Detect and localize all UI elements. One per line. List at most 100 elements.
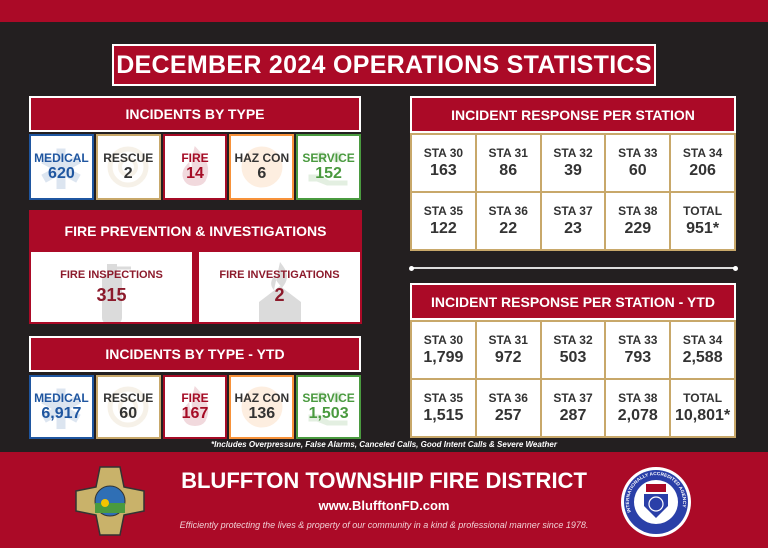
station-cell: STA 34 2,588 [671,322,734,378]
station-label: STA 37 [553,204,593,218]
house-fire-icon [258,262,301,322]
station-cell: STA 37 23 [541,193,605,249]
card-value: 60 [119,405,138,422]
station-label: STA 31 [488,146,528,160]
station-cell: STA 30 1,799 [412,322,475,378]
card-label: MEDICAL [34,151,89,165]
prevention-header: FIRE PREVENTION & INVESTIGATIONS [29,210,362,252]
station-label: STA 30 [423,333,464,347]
station-value: 2,078 [617,407,658,424]
station-cell: STA 32 39 [541,135,605,191]
website-link[interactable]: www.BlufftonFD.com [318,498,450,513]
radiation-icon [241,386,283,428]
fire-card: FIRE 14 [162,134,228,200]
fire-extinguisher-icon [101,264,131,322]
helping-hand-icon [308,391,348,426]
station-label: STA 33 [618,333,658,347]
flame-icon [182,386,209,426]
station-value: 86 [499,162,518,179]
btfd-badge-logo [75,466,145,536]
footnote: *Includes Overpressure, False Alarms, Ca… [211,440,557,449]
org-name: BLUFFTON TOWNSHIP FIRE DISTRICT [181,468,587,493]
rescue-rope-icon [107,386,149,428]
station-value: 1,515 [423,407,464,424]
station-cell: STA 32 503 [541,322,605,378]
radiation-icon [241,146,283,188]
card-label: HAZ CON [234,391,290,405]
card-label: RESCUE [103,391,154,405]
page-title: DECEMBER 2024 OPERATIONS STATISTICS [112,44,656,86]
card-label: SERVICE [302,391,355,405]
stations-ytd-grid: STA 30 1,799 STA 31 972 STA 32 503 STA 33 793 ST… [410,320,736,438]
station-label: STA 33 [618,146,658,160]
station-cell: STA 37 287 [541,380,605,436]
station-label: STA 38 [618,391,658,405]
card-label: RESCUE [103,151,154,165]
stations-grid: STA 30 163 STA 31 86 STA 32 39 STA 33 60 STA 34 2… [410,133,736,251]
stations-header: INCIDENT RESPONSE PER STATION [410,96,736,133]
cfai-accreditation-badge: INTERNATIONALLY ACCREDITED AGENCY [621,467,691,537]
card-value: 152 [315,165,342,182]
card-value: 2 [123,165,133,182]
medical-card: MEDICAL 620 [29,134,94,200]
incidents-cards: MEDICAL 620 RESCUE 2 FIRE 14 HAZ CON 6 SERVICE 15… [29,134,361,200]
flame-icon [182,146,209,186]
fire-card: FIRE 167 [162,375,228,439]
fire-investigations-card: FIRE INVESTIGATIONS 2 [197,250,362,324]
station-cell: STA 38 2,078 [606,380,670,436]
station-label: STA 32 [553,146,593,160]
helping-hand-icon [308,151,348,186]
station-value: 793 [624,349,652,366]
fire-inspections-card: FIRE INSPECTIONS 315 [29,250,194,324]
station-cell: STA 36 22 [476,193,540,249]
station-label: STA 36 [488,204,528,218]
tagline: Efficiently protecting the lives & prope… [179,520,589,530]
station-value: 10,801* [675,407,731,424]
card-value: 14 [186,165,204,182]
station-cell: STA 31 86 [476,135,540,191]
stations-ytd-header: INCIDENT RESPONSE PER STATION - YTD [410,283,736,320]
incidents-header: INCIDENTS BY TYPE [29,96,361,132]
station-cell: STA 33 60 [606,135,670,191]
station-value: 122 [430,220,457,237]
station-value: 972 [494,349,522,366]
card-value: 1,503 [308,405,349,422]
haz-con-card: HAZ CON 136 [229,375,295,439]
card-value: 315 [96,284,127,305]
card-label: HAZ CON [234,151,290,165]
station-cell: STA 33 793 [606,322,670,378]
card-label: SERVICE [302,151,355,165]
station-label: STA 34 [682,333,723,347]
rescue-card: RESCUE 60 [95,375,161,439]
station-cell: STA 34 206 [671,135,734,191]
medical-card: MEDICAL 6,917 [29,375,94,439]
station-label: STA 35 [423,391,464,405]
station-label: STA 35 [423,204,464,218]
divider [411,267,735,269]
divider-dot [733,266,738,271]
station-value: 287 [559,407,587,424]
station-label: TOTAL [683,204,723,218]
card-value: 6,917 [41,405,82,422]
card-value: 620 [48,165,75,182]
footer: BLUFFTON TOWNSHIP FIRE DISTRICT www.Bluf… [0,452,768,548]
station-value: 1,799 [423,349,464,366]
card-label: FIRE INVESTIGATIONS [219,268,340,281]
station-value: 163 [430,162,457,179]
station-cell: STA 30 163 [412,135,475,191]
rescue-card: RESCUE 2 [95,134,161,200]
star-of-life-icon [41,148,82,189]
haz-con-card: HAZ CON 6 [229,134,295,200]
station-label: STA 37 [553,391,593,405]
card-label: FIRE INSPECTIONS [60,268,163,281]
card-value: 2 [274,284,285,305]
incidents-ytd-header: INCIDENTS BY TYPE - YTD [29,336,361,372]
station-label: STA 30 [423,146,464,160]
station-cell: STA 38 229 [606,193,670,249]
station-cell: STA 35 1,515 [412,380,475,436]
station-value: 23 [564,220,582,237]
station-value: 503 [559,349,587,366]
divider-dot [409,266,414,271]
station-cell: STA 35 122 [412,193,475,249]
card-label: FIRE [181,391,209,405]
